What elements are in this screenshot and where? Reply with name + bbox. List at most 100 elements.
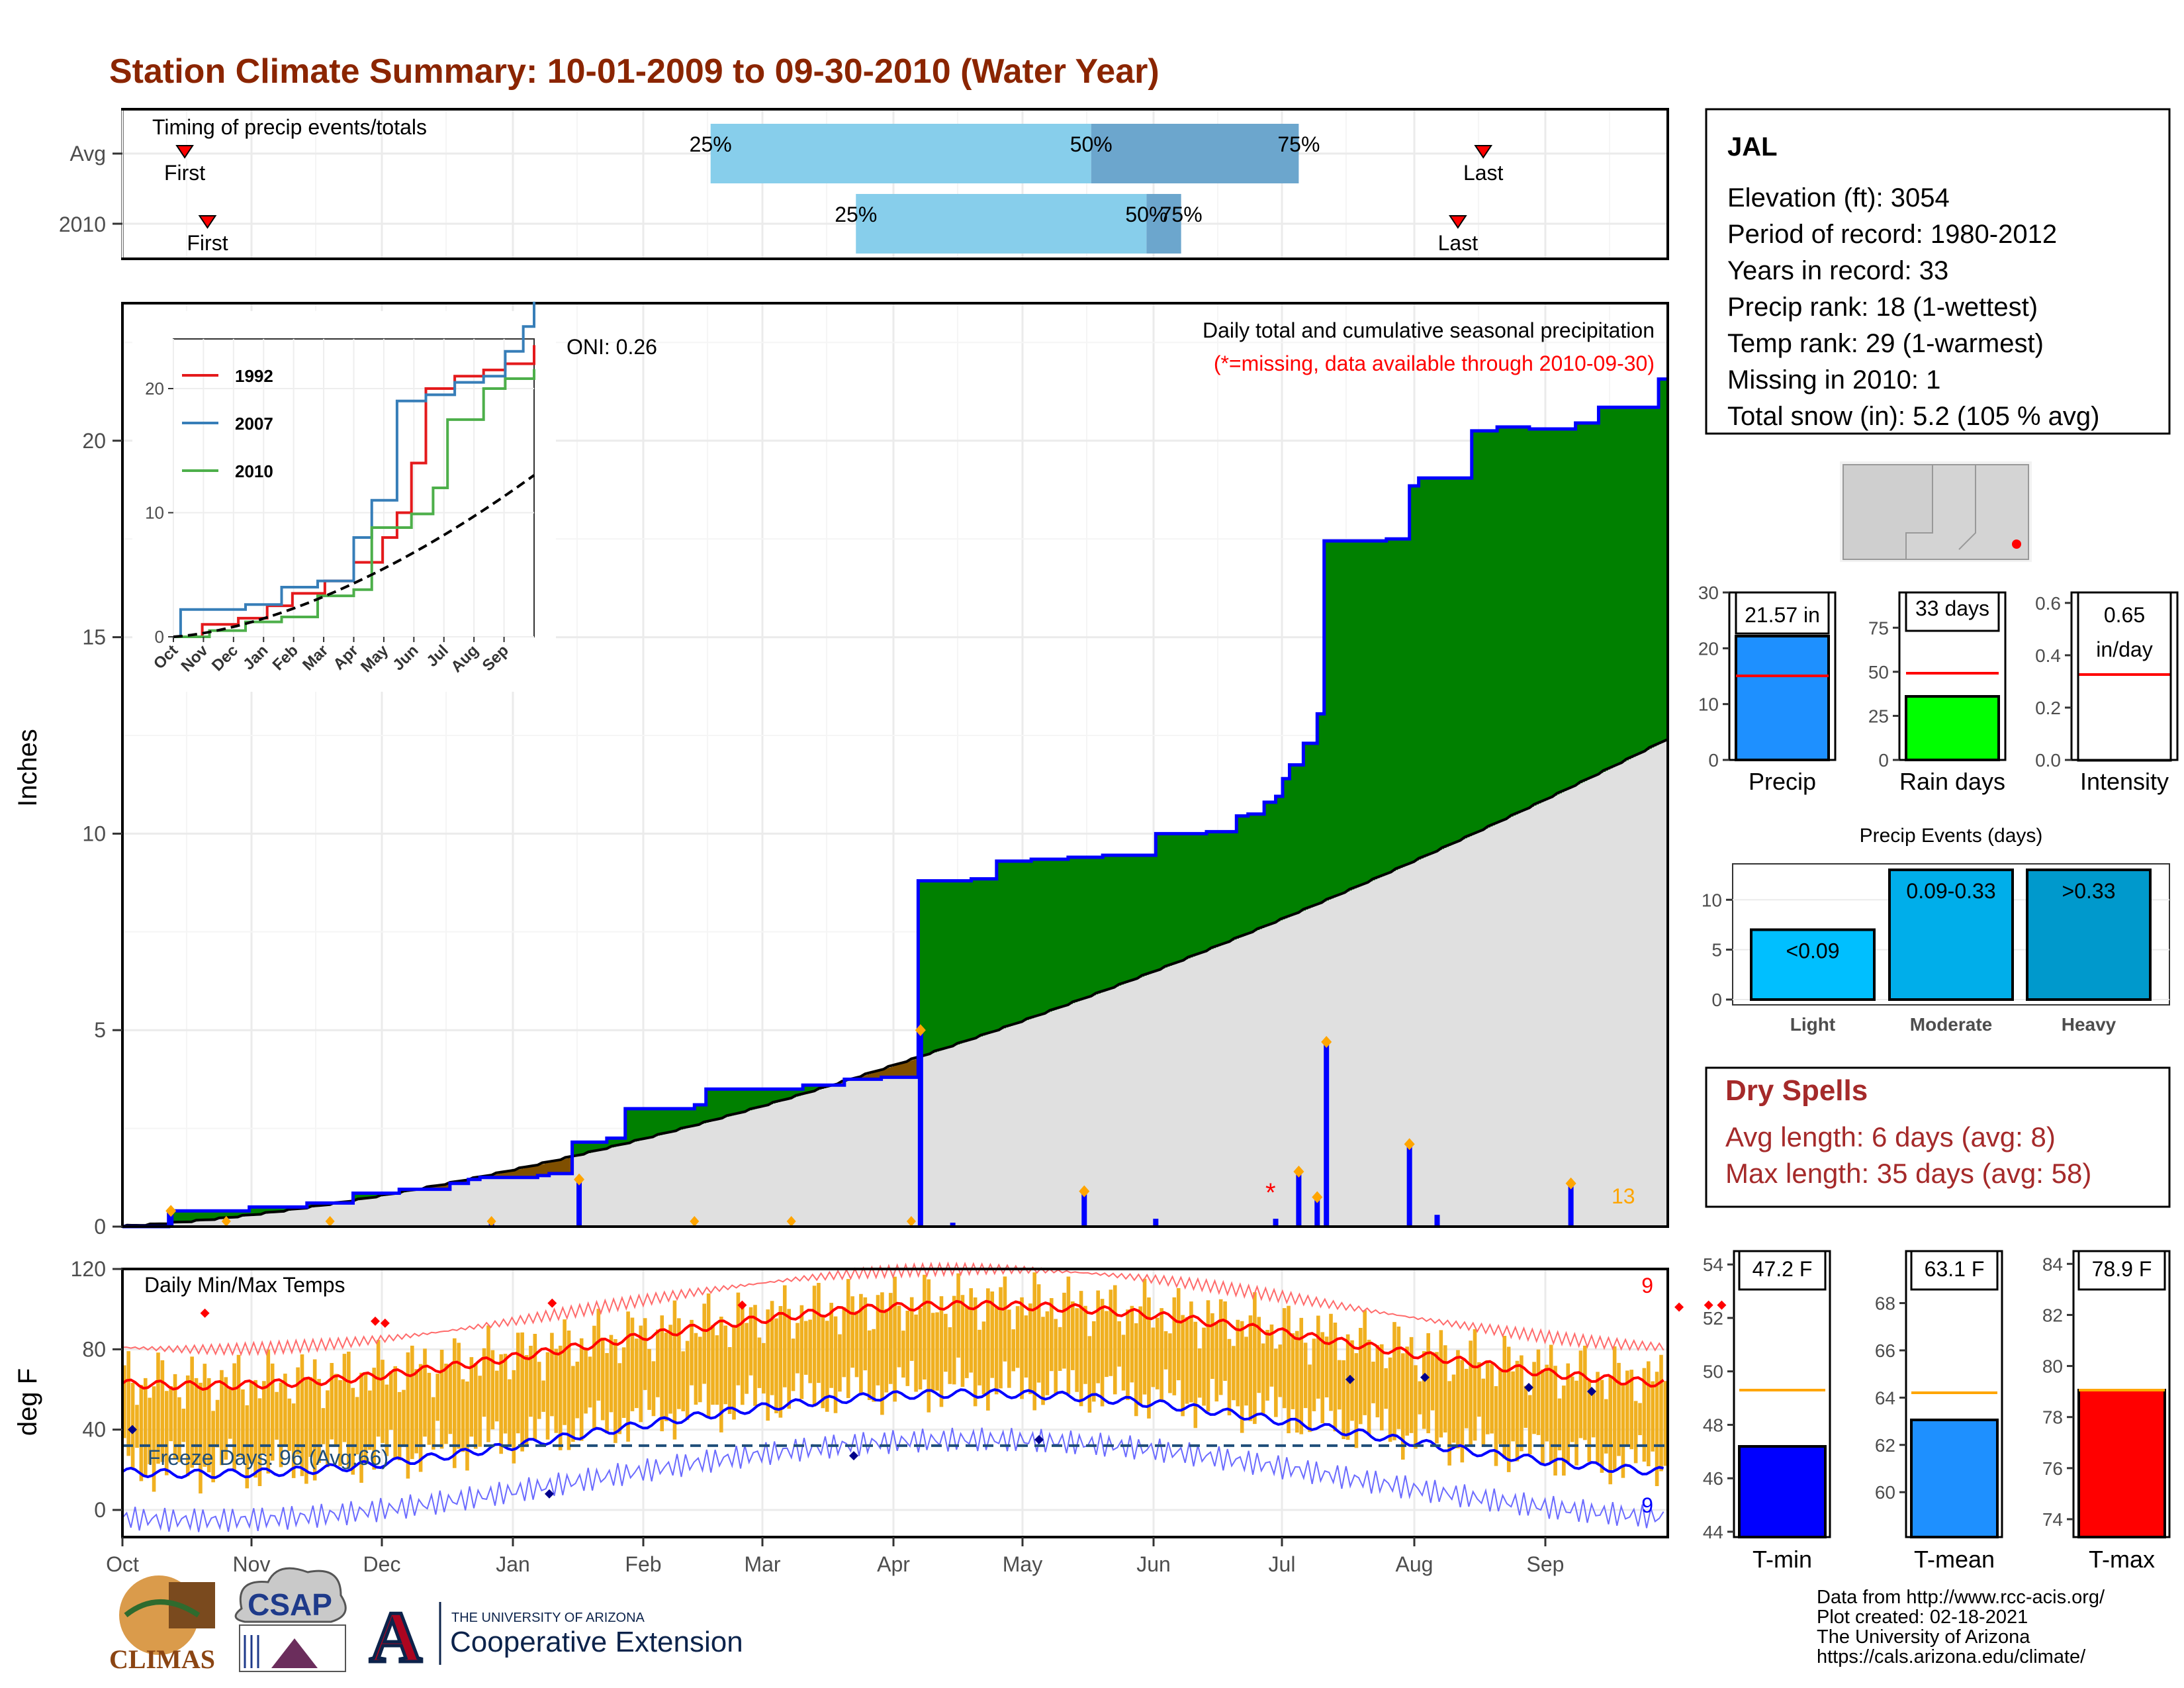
month-label: Oct xyxy=(106,1552,139,1576)
precip-ytick-label: 10 xyxy=(82,821,106,845)
precip-bar-chart: 21.57 in Precip 0 10 20 30 xyxy=(1698,583,1837,795)
last-event-label: Last xyxy=(1438,231,1479,255)
events-cat-label: Light xyxy=(1790,1014,1835,1035)
events-bar-label: <0.09 xyxy=(1786,939,1840,962)
precip-events-chart: Precip Events (days) <0.09 Light 0.09-0.33… xyxy=(1702,825,2170,1035)
event-marker xyxy=(165,1205,177,1217)
event-marker xyxy=(915,1024,926,1037)
freeze-days-label: Freeze Days: 96 (Avg:66) xyxy=(148,1446,388,1470)
csap-logo: CSAP xyxy=(234,1567,347,1672)
dry-spells-box: Dry Spells Avg length: 6 days (avg: 8) M… xyxy=(1705,1066,2171,1208)
small-ytick-label: 82 xyxy=(2042,1305,2063,1325)
footer-credits: Data from http://www.rcc-acis.org/ Plot … xyxy=(1817,1587,2105,1667)
event-marker xyxy=(574,1173,585,1186)
record-high-marker xyxy=(200,1308,210,1318)
raindays-bar xyxy=(1905,695,2000,761)
event-marker xyxy=(1079,1185,1090,1197)
small-ytick-label: 0 xyxy=(1878,750,1889,771)
daily-precip-bar xyxy=(1296,1171,1302,1227)
inset-line-2010 xyxy=(173,369,535,638)
record-low-marker xyxy=(128,1425,137,1434)
avg-cumulative-line xyxy=(122,738,1668,1228)
tmean-label: T-mean xyxy=(1914,1546,1995,1573)
tmin-label: T-min xyxy=(1752,1546,1812,1573)
station-location-dot xyxy=(2012,539,2021,549)
month-label: Mar xyxy=(744,1552,780,1576)
daily-precip-bar xyxy=(1153,1219,1159,1227)
intensity-value: 0.65 xyxy=(2104,603,2145,627)
daily-precip-bar xyxy=(1568,1183,1574,1227)
events-cat-label: Moderate xyxy=(1910,1014,1992,1035)
small-ytick-label: 84 xyxy=(2042,1254,2063,1274)
temp-ytick-label: 40 xyxy=(82,1418,106,1442)
footer-line-4: https://cals.arizona.edu/climate/ xyxy=(1817,1646,2086,1667)
ua-logo: A THE UNIVERSITY OF ARIZONA Cooperative … xyxy=(363,1595,743,1679)
station-name: JAL xyxy=(1727,132,1778,162)
small-ytick-label: 0.0 xyxy=(2035,750,2061,771)
inset-legend-label: 2007 xyxy=(235,414,273,434)
small-ytick-label: 44 xyxy=(1703,1522,1723,1542)
timing-label: Timing of precip events/totals xyxy=(152,115,427,139)
small-ytick-label: 0.4 xyxy=(2035,645,2061,666)
tmin-value: 47.2 F xyxy=(1752,1257,1813,1281)
small-ytick-label: 66 xyxy=(1875,1340,1895,1361)
record-high-marker xyxy=(547,1298,557,1308)
events-ytick-label: 10 xyxy=(1702,890,1722,910)
small-ytick-label: 74 xyxy=(2042,1509,2063,1530)
small-ytick-label: 50 xyxy=(1703,1362,1723,1382)
station-info-box: JAL Elevation (ft): 3054 Period of recor… xyxy=(1705,108,2171,435)
record-high-marker xyxy=(1717,1300,1727,1310)
record-high-marker xyxy=(1674,1302,1684,1312)
small-ytick-label: 64 xyxy=(1875,1387,1895,1408)
inset-legend-label: 2010 xyxy=(235,461,273,481)
temp-count-max: 9 xyxy=(1641,1274,1653,1297)
tmin-bar xyxy=(1738,1445,1827,1538)
record-high-marker xyxy=(1704,1300,1713,1310)
month-label: Sep xyxy=(1527,1552,1565,1576)
first-event-label: First xyxy=(164,161,205,185)
small-ytick-label: 46 xyxy=(1703,1468,1723,1489)
timing-pct-25: 25% xyxy=(690,132,732,156)
daily-precip-bar xyxy=(576,1179,582,1227)
temp-label: Daily Min/Max Temps xyxy=(144,1273,345,1297)
timing-row-2010: 2010 xyxy=(59,212,106,236)
month-label: May xyxy=(1003,1552,1042,1576)
avg-cumulative-area xyxy=(122,739,1668,1227)
last-event-label: Last xyxy=(1463,161,1504,185)
timing-q50-q75-bar xyxy=(1091,124,1299,183)
record-high-marker xyxy=(380,1318,390,1328)
inset-avg-line xyxy=(173,474,535,638)
oni-label: ONI: 0.26 xyxy=(567,335,657,359)
ua-big-text: Cooperative Extension xyxy=(450,1626,743,1658)
small-ytick-label: 48 xyxy=(1703,1415,1723,1435)
daily-precip-bar xyxy=(1324,1042,1330,1227)
dry-spells-title: Dry Spells xyxy=(1725,1074,1868,1107)
events-cat-label: Heavy xyxy=(2062,1014,2116,1035)
precip-subtitle: Daily total and cumulative seasonal prec… xyxy=(1203,318,1655,342)
small-ytick-label: 78 xyxy=(2042,1407,2063,1428)
inset-ytick-label: 20 xyxy=(145,379,164,399)
daily-precip-bar xyxy=(168,1211,174,1227)
month-label: Jan xyxy=(496,1552,530,1576)
event-marker xyxy=(1404,1138,1415,1150)
missing-marker: * xyxy=(1265,1178,1276,1207)
record-high-marker xyxy=(371,1316,380,1326)
dry-spells-max: Max length: 35 days (avg: 58) xyxy=(1725,1158,2091,1189)
first-event-marker xyxy=(198,215,217,229)
station-elevation: Elevation (ft): 3054 xyxy=(1727,183,1950,212)
avg-min-line xyxy=(121,1388,1664,1479)
footer-line-3: The University of Arizona xyxy=(1817,1626,2030,1648)
record-low-marker xyxy=(1587,1387,1596,1397)
light-event-marker xyxy=(690,1216,700,1227)
event-marker xyxy=(1321,1036,1332,1048)
above-avg-fill xyxy=(122,379,1668,1227)
small-ytick-label: 60 xyxy=(1875,1482,1895,1503)
intensity-unit: in/day xyxy=(2096,637,2152,661)
small-ytick-label: 0.6 xyxy=(2035,593,2061,614)
precip-ytick-label: 15 xyxy=(82,626,106,649)
inset-ytick-label: 10 xyxy=(145,503,164,523)
event-count: 13 xyxy=(1612,1184,1635,1208)
inset-ytick-label: 0 xyxy=(155,627,164,647)
precip-ytick-label: 5 xyxy=(94,1018,106,1042)
month-label: Feb xyxy=(625,1552,661,1576)
